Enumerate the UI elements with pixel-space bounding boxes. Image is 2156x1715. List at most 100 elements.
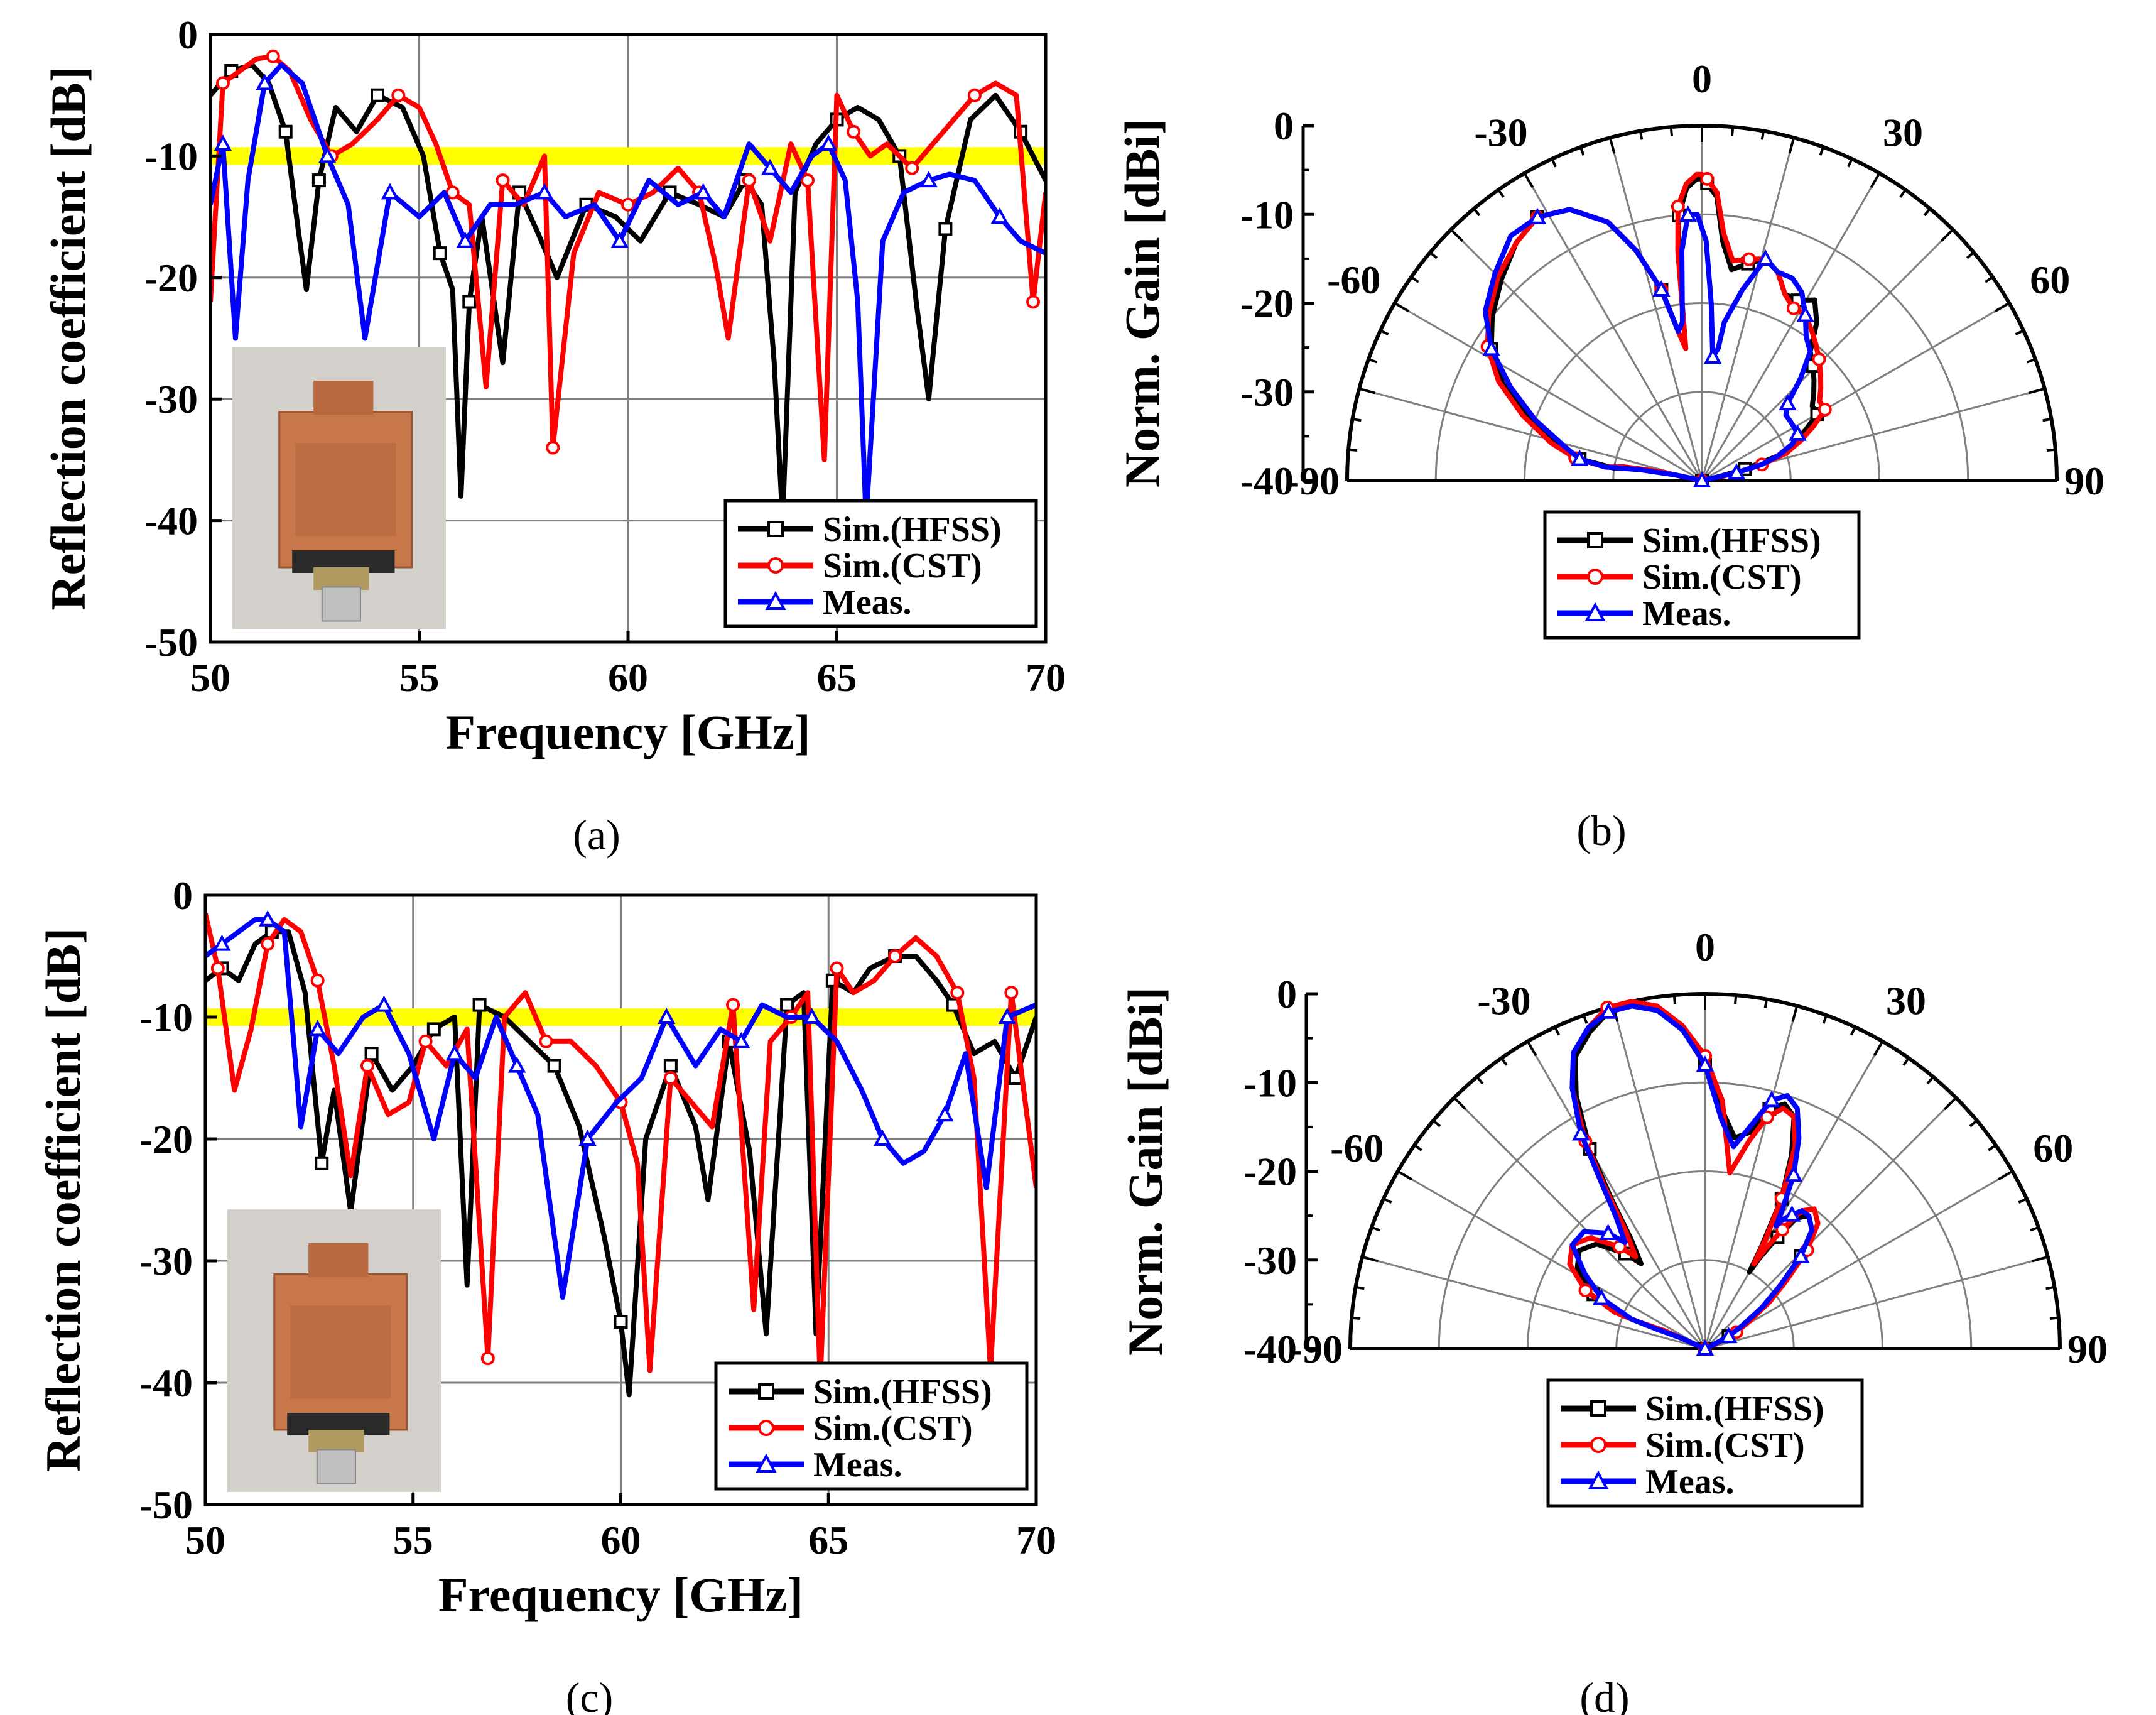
marker-square <box>767 521 784 537</box>
marker-triangle <box>732 1032 750 1048</box>
marker-circle <box>1671 199 1685 214</box>
y-axis-title: Reflection coefficient [dB] <box>36 928 90 1472</box>
polar-spoke <box>1609 137 1703 481</box>
marker-circle <box>1590 1437 1606 1453</box>
angle-label: -30 <box>1477 979 1530 1023</box>
marker-triangle <box>1727 463 1746 480</box>
x-axis-title: Frequency [GHz] <box>445 705 810 760</box>
marker-square <box>758 1383 774 1400</box>
chart-c: 50 55 60 65 70 0 -10 -20 -30 -40 -50 Frequency [GHz… <box>36 873 1056 1715</box>
x-tick-label: 55 <box>399 655 440 700</box>
legend-label-0: Sim.(HFSS) <box>823 510 1002 549</box>
series-line-2 <box>210 62 1046 523</box>
y-tick-label: -20 <box>144 256 198 300</box>
marker-triangle <box>874 1130 892 1146</box>
marker-circle <box>758 1420 774 1436</box>
polar-tick <box>2015 329 2024 335</box>
y-tick-label: 0 <box>173 873 193 918</box>
marker-circle <box>950 986 965 1000</box>
y-axis-title: Reflection coefficient [dB] <box>41 66 95 610</box>
angle-label: -60 <box>1330 1126 1384 1170</box>
polar-tick <box>1899 189 1907 198</box>
marker-circle <box>310 973 325 988</box>
angle-label: -30 <box>1474 111 1527 155</box>
polar-tick <box>1368 357 1377 364</box>
marker-triangle <box>1796 305 1814 322</box>
polar-tick <box>1669 126 1673 136</box>
marker-circle <box>1817 403 1832 416</box>
photo-board-tab <box>308 1243 369 1277</box>
marker-circle <box>1587 569 1603 585</box>
legend-label-1: Sim.(CST) <box>823 547 982 585</box>
marker-triangle <box>1757 249 1775 266</box>
polar-tick <box>1371 1226 1380 1232</box>
marker-triangle <box>803 1008 821 1024</box>
marker-triangle <box>919 171 938 188</box>
polar-tick <box>1432 1119 1441 1128</box>
polar-tick <box>1411 276 1419 283</box>
marker-circle <box>1760 1110 1774 1124</box>
marker-circle <box>1812 352 1826 366</box>
photo-board-patch <box>295 443 396 536</box>
marker-circle <box>830 961 844 976</box>
polar-tick <box>1926 1075 1934 1085</box>
marker-square <box>371 88 384 102</box>
marker-triangle <box>1789 424 1807 441</box>
polar-tick <box>1760 131 1765 140</box>
polar-tick <box>2049 1316 2059 1320</box>
marker-triangle <box>1652 280 1671 297</box>
marker-circle <box>742 173 756 188</box>
legend: Sim.(HFSS)Sim.(CST)Meas. <box>1543 510 1861 640</box>
polar-spoke <box>1704 1005 1798 1349</box>
chart-b: 0 -10 -20 -30 -40 Norm. Gain [dBi] -90 -60 -30 0 3… <box>1115 57 2105 854</box>
y-tick-label: -10 <box>144 134 198 178</box>
marker-square <box>614 1315 628 1329</box>
polar-spoke <box>1397 1170 1706 1350</box>
y-tick-label: -30 <box>144 377 198 422</box>
y-tick-label: -20 <box>139 1117 193 1162</box>
polar-tick <box>1355 1285 1365 1290</box>
marker-triangle <box>820 134 838 151</box>
marker-square <box>472 998 487 1012</box>
polar-tick <box>1497 189 1505 198</box>
marker-square <box>278 124 293 139</box>
photo-connector-body <box>308 1430 364 1452</box>
marker-triangle <box>535 183 554 200</box>
polar-spoke <box>1704 1256 2049 1350</box>
radial-axis-title: Norm. Gain [dBi] <box>1115 119 1169 487</box>
photo-connector-body <box>313 567 369 590</box>
series-line-2 <box>1482 207 1813 483</box>
polar-tick <box>1902 1057 1910 1066</box>
polar-tick <box>1579 146 1585 156</box>
marker-triangle <box>214 134 232 151</box>
angle-label: 60 <box>2033 1126 2073 1170</box>
panel-label: (a) <box>573 811 620 859</box>
polar-tick <box>1966 251 1975 259</box>
panel-label: (d) <box>1579 1674 1629 1715</box>
polar-tick <box>1734 994 1738 1004</box>
polar-tick <box>2029 387 2045 395</box>
polar-tick <box>1450 229 1464 242</box>
polar-tick <box>1923 207 1931 217</box>
series-Sim.(CST) <box>205 913 1036 1385</box>
marker-triangle <box>1588 1470 1609 1489</box>
polar-tick <box>1731 126 1735 136</box>
radial-tick-label: -20 <box>1243 1150 1297 1194</box>
radial-tick-label: -30 <box>1243 1238 1297 1283</box>
x-tick-label: 70 <box>1016 1518 1056 1562</box>
marker-triangle <box>1482 339 1500 356</box>
polar-tick <box>1639 131 1644 140</box>
marker-triangle <box>1679 205 1697 222</box>
radial-axis-title: Norm. Gain [dBi] <box>1118 987 1173 1356</box>
photo-board-tab <box>313 381 374 415</box>
antenna-photo <box>232 347 446 629</box>
marker-circle <box>621 197 635 212</box>
series-line-2 <box>1569 1003 1815 1351</box>
marker-triangle <box>381 183 399 200</box>
photo-board-patch <box>290 1305 391 1399</box>
marker-square <box>462 295 477 309</box>
polar-tick <box>1822 1015 1828 1024</box>
marker-triangle <box>936 1105 954 1122</box>
angle-label: -60 <box>1327 258 1380 302</box>
